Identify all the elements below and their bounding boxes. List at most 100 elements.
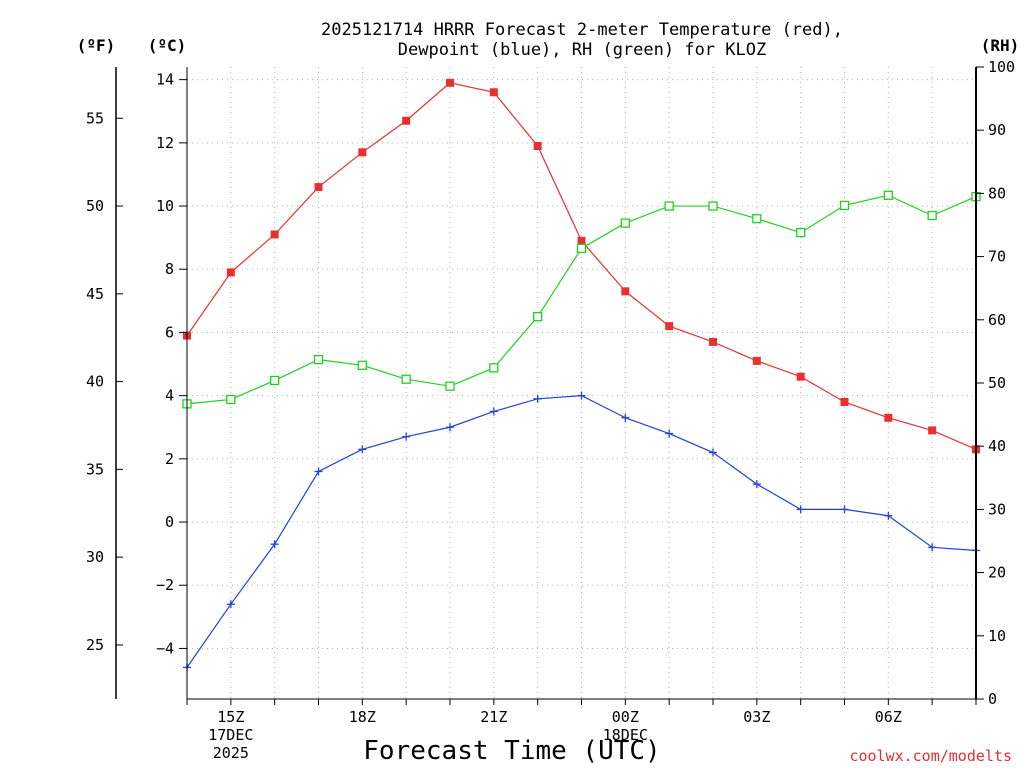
rh-tick-label: 90: [988, 121, 1006, 139]
temperature-point: [577, 236, 586, 245]
dewpoint-point: [226, 600, 235, 609]
chart-title-line1: 2025121714 HRRR Forecast 2-meter Tempera…: [321, 20, 843, 40]
rh-point: [752, 214, 762, 224]
fahrenheit-tick-label: 50: [86, 197, 104, 215]
rh-point: [839, 200, 850, 211]
dewpoint-point: [314, 467, 323, 476]
dewpoint-point: [533, 394, 542, 403]
rh-point: [401, 374, 411, 384]
celsius-tick-label: 4: [165, 387, 174, 405]
dewpoint-line: [186, 395, 977, 668]
temperature-point: [621, 287, 630, 296]
fahrenheit-tick-label: 30: [86, 548, 104, 566]
dewpoint-point: [928, 543, 937, 552]
rh-point: [270, 375, 280, 386]
rh-point: [708, 201, 718, 211]
dewpoint-point: [489, 407, 498, 416]
rh-tick-label: 0: [988, 690, 997, 708]
celsius-tick-label: −4: [156, 639, 174, 657]
temperature-point: [884, 413, 893, 422]
x-tick-label: 00Z: [612, 708, 639, 726]
rh-point: [620, 218, 630, 228]
rh-point: [445, 381, 455, 391]
axes: [115, 66, 984, 705]
x-tick-label: 03Z: [743, 708, 770, 726]
temperature-point: [533, 142, 542, 150]
temperature-point: [709, 337, 717, 346]
temperature-point: [402, 116, 411, 125]
dewpoint-point: [665, 429, 674, 438]
dewpoint-point: [270, 540, 279, 549]
rh-tick-label: 60: [988, 311, 1006, 329]
fahrenheit-tick-label: 45: [86, 285, 104, 303]
rh-point: [533, 311, 543, 322]
rh-tick-label: 80: [988, 184, 1006, 202]
dewpoint-point: [709, 448, 717, 457]
dewpoint-point: [840, 505, 849, 514]
x-tick-label: 15Z: [217, 708, 244, 726]
dewpoint-point: [358, 445, 367, 454]
temperature-point: [928, 426, 937, 435]
fahrenheit-tick-label: 35: [86, 460, 104, 478]
celsius-tick-label: 14: [156, 71, 174, 89]
celsius-tick-label: 12: [156, 134, 174, 152]
rh-tick-label: 10: [988, 627, 1006, 645]
x-tick-label: 21Z: [480, 708, 507, 726]
rh-point: [796, 227, 806, 238]
site-credit: coolwx.com/modelts: [849, 747, 1012, 765]
temperature-point: [796, 372, 805, 381]
dewpoint-point: [621, 413, 630, 422]
celsius-tick-label: −2: [156, 576, 174, 594]
grid-lines: [187, 67, 976, 699]
celsius-unit-label: (ºC): [148, 36, 187, 55]
tick-labels: −4 −2 0 2 4 6 8 10 12 14 25 30 35 40 45 50 55 0 10 20 30 40 50…: [86, 58, 1015, 762]
temperature-point: [314, 183, 323, 192]
temperature-point: [752, 356, 761, 365]
chart-title-line2: Dewpoint (blue), RH (green) for KLOZ: [398, 40, 766, 60]
x-tick-label: 18Z: [349, 708, 376, 726]
temperature-point: [446, 78, 454, 87]
temperature-point: [358, 148, 367, 157]
fahrenheit-unit-label: (ºF): [77, 36, 116, 55]
temperature-point: [270, 230, 279, 239]
rh-point: [927, 210, 937, 221]
rh-point: [226, 394, 236, 405]
x-tick-label: 2025: [213, 744, 249, 762]
rh-point: [664, 201, 674, 211]
celsius-tick-label: 10: [156, 197, 174, 215]
temperature-point: [840, 397, 849, 406]
celsius-tick-label: 2: [165, 450, 174, 468]
rh-point: [489, 363, 499, 373]
rh-tick-label: 100: [988, 58, 1015, 76]
dewpoint-point: [884, 511, 893, 520]
x-tick-label: 18DEC: [603, 726, 648, 744]
fahrenheit-tick-label: 40: [86, 373, 104, 391]
x-axis-title: Forecast Time (UTC): [363, 736, 660, 766]
rh-tick-label: 40: [988, 437, 1006, 455]
temperature-point: [665, 322, 674, 331]
rh-tick-label: 50: [988, 374, 1006, 392]
dewpoint-point: [752, 480, 761, 489]
x-tick-label: 17DEC: [208, 726, 253, 744]
temperature-point: [226, 268, 235, 277]
fahrenheit-tick-label: 25: [86, 636, 104, 654]
x-tick-label: 06Z: [875, 708, 902, 726]
rh-point: [313, 354, 324, 365]
fahrenheit-tick-label: 55: [86, 109, 104, 127]
rh-unit-label: (RH): [981, 36, 1020, 55]
dewpoint-point: [577, 391, 586, 400]
celsius-tick-label: 0: [165, 513, 174, 531]
temperature-point: [489, 88, 498, 97]
celsius-tick-label: 6: [165, 323, 174, 341]
dewpoint-point: [446, 423, 454, 432]
rh-tick-label: 30: [988, 500, 1006, 518]
rh-point: [883, 190, 893, 200]
rh-tick-label: 70: [988, 248, 1006, 266]
celsius-tick-label: 8: [165, 260, 174, 278]
rh-point: [576, 243, 587, 254]
dewpoint-point: [402, 432, 411, 441]
dewpoint-point: [796, 505, 805, 514]
rh-tick-label: 20: [988, 564, 1006, 582]
rh-point: [357, 360, 367, 370]
